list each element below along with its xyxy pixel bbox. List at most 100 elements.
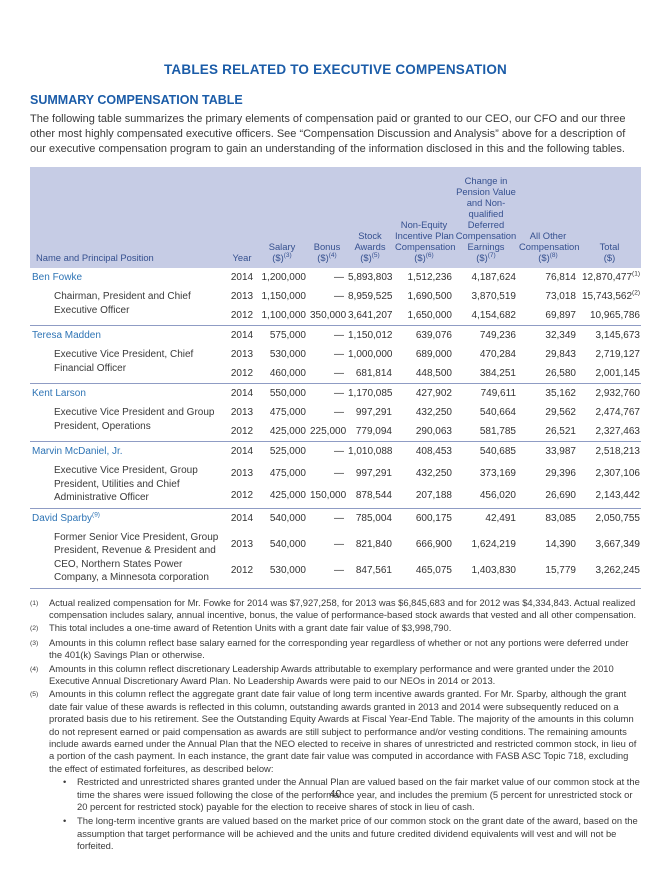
footnote-text: Amounts in this column reflect base sala… xyxy=(49,636,629,661)
value-cell: 207,188 xyxy=(415,489,452,501)
value-cell: 540,685 xyxy=(479,446,516,457)
page-title: TABLES RELATED TO EXECUTIVE COMPENSATION xyxy=(163,62,508,77)
footnote-reference: (4) xyxy=(328,251,337,259)
value-cell: 408,453 xyxy=(415,446,452,457)
year-cell: 2014 xyxy=(230,388,254,399)
footnote: (4) Amounts in this column reflect discre… xyxy=(30,663,641,688)
bullet-icon: • xyxy=(63,776,67,788)
value-cell: 350,000 xyxy=(310,310,347,321)
value-cell: 540,664 xyxy=(479,407,516,418)
value-cell: 15,779 xyxy=(545,565,576,577)
value-cell: 2,327,463 xyxy=(595,426,641,437)
summary-compensation-table: Name and Principal Position Year Salary ($)… xyxy=(30,167,641,589)
footnote-marker: (5) xyxy=(30,691,39,699)
value-cell: 475,000 xyxy=(269,407,306,418)
footnote-reference: (3) xyxy=(283,251,292,259)
value-cell: 2,474,767 xyxy=(595,407,641,418)
value-cell: 785,004 xyxy=(355,512,392,524)
year-cell: 2014 xyxy=(230,272,254,283)
year-cell: 2014 xyxy=(230,330,254,341)
year-cell: 2012 xyxy=(230,368,254,379)
executive-name: Teresa Madden xyxy=(32,330,101,341)
value-cell: 997,291 xyxy=(355,407,392,418)
footnote: (2) This total includes a one-time award … xyxy=(30,622,641,635)
value-cell: 639,076 xyxy=(415,330,452,341)
year-cell: 2013 xyxy=(230,291,254,302)
value-cell: 432,250 xyxy=(415,407,452,418)
executive-group: Teresa Madden Executive Vice President, C… xyxy=(30,326,641,384)
value-cell: — xyxy=(334,512,344,524)
year-cell: 2013 xyxy=(230,538,254,550)
value-cell: 681,814 xyxy=(355,368,392,379)
value-cell: 1,170,085 xyxy=(348,388,393,399)
value-cell: 2,143,442 xyxy=(595,489,641,501)
column-header-1: Year xyxy=(228,167,256,268)
value-cell: 35,162 xyxy=(545,388,576,399)
value-cell: 29,396 xyxy=(545,467,576,479)
value-cell: 2,307,106 xyxy=(595,467,641,479)
footnote-bullet: • Restricted and unrestricted shares gran… xyxy=(63,776,641,813)
table-row: 2012 425,000 150,000 878,544 207,188 456,020 2… xyxy=(30,486,641,508)
table-header: Name and Principal Position Year Salary ($)… xyxy=(30,167,641,268)
column-header-4: Stock Awards ($)(5) xyxy=(346,167,394,268)
executive-position: Executive Vice President, Group President… xyxy=(54,465,198,503)
footnote-reference: (1) xyxy=(632,270,640,278)
executive-position: Executive Vice President and Group Presid… xyxy=(54,407,215,432)
footnote-text: Amounts in this column reflect the aggre… xyxy=(49,688,637,774)
value-cell: — xyxy=(334,330,344,341)
executive-name-cell: Teresa Madden Executive Vice President, C… xyxy=(30,326,228,384)
value-cell: 2,050,755 xyxy=(595,512,641,524)
value-cell: 575,000 xyxy=(269,330,306,341)
executive-name-cell: Marvin McDaniel, Jr. Executive Vice Presi… xyxy=(30,442,228,509)
value-cell: 29,843 xyxy=(545,349,576,360)
table-row: 2013 530,000 — 1,000,000 689,000 470,284 29,84… xyxy=(30,345,641,364)
value-cell: 525,000 xyxy=(269,446,306,457)
table-row: 2013 540,000 — 821,840 666,900 1,624,219 14,39… xyxy=(30,535,641,561)
value-cell: 2,932,760 xyxy=(595,388,641,399)
value-cell: 150,000 xyxy=(310,489,347,501)
value-cell: 42,491 xyxy=(485,512,516,524)
year-cell: 2012 xyxy=(230,310,254,321)
value-cell: 3,262,245 xyxy=(595,565,641,577)
column-header-7: All Other Compensation ($)(8) xyxy=(518,167,579,268)
value-cell: — xyxy=(334,368,344,379)
value-cell: — xyxy=(334,467,344,479)
footnote-text: Amounts in this column reflect discretio… xyxy=(49,662,614,686)
footnote-reference: (6) xyxy=(425,251,434,259)
value-cell: 26,580 xyxy=(545,368,576,379)
value-cell: — xyxy=(334,446,344,457)
footnote-reference: (5) xyxy=(371,251,380,259)
value-cell: 427,902 xyxy=(415,388,452,399)
value-cell: 1,000,000 xyxy=(348,349,393,360)
executive-position: Executive Vice President, Chief Financial… xyxy=(54,349,194,374)
value-cell: 689,000 xyxy=(415,349,452,360)
value-cell: 1,403,830 xyxy=(471,565,517,577)
footnote: (5) Amounts in this column reflect the ag… xyxy=(30,688,641,775)
executive-name-cell: David Sparby(9) Former Senior Vice Presid… xyxy=(30,508,228,588)
year-cell: 2012 xyxy=(230,489,254,501)
value-cell: 425,000 xyxy=(269,489,306,501)
executive-position: Former Senior Vice President, Group Presi… xyxy=(54,531,219,584)
footnote: (1) Actual realized compensation for Mr. … xyxy=(30,597,641,622)
table-header-row: Name and Principal Position Year Salary ($)… xyxy=(30,167,641,268)
year-cell: 2013 xyxy=(230,349,254,360)
value-cell: 550,000 xyxy=(269,388,306,399)
value-cell: 1,512,236 xyxy=(407,272,453,283)
column-header-3: Bonus ($)(4) xyxy=(308,167,346,268)
value-cell: — xyxy=(334,349,344,360)
value-cell: — xyxy=(334,272,344,283)
value-cell: 448,500 xyxy=(415,368,452,379)
value-cell: 33,987 xyxy=(545,446,576,457)
value-cell: 3,145,673 xyxy=(595,330,641,341)
value-cell: 32,349 xyxy=(545,330,576,341)
value-cell: 432,250 xyxy=(415,467,452,479)
value-cell: 425,000 xyxy=(269,426,306,437)
value-cell: 14,390 xyxy=(545,538,576,550)
value-cell: 83,085 xyxy=(545,512,576,524)
executive-group: Ben Fowke Chairman, President and Chief Ex… xyxy=(30,268,641,326)
table-row: Marvin McDaniel, Jr. Executive Vice Presi… xyxy=(30,442,641,503)
column-header-5: Non-Equity Incentive Plan Compensation ($)(… xyxy=(394,167,455,268)
column-header-8: Total ($) xyxy=(578,167,641,268)
table-row: Teresa Madden Executive Vice President, C… xyxy=(30,326,641,374)
footnote-marker: (1) xyxy=(30,599,39,607)
